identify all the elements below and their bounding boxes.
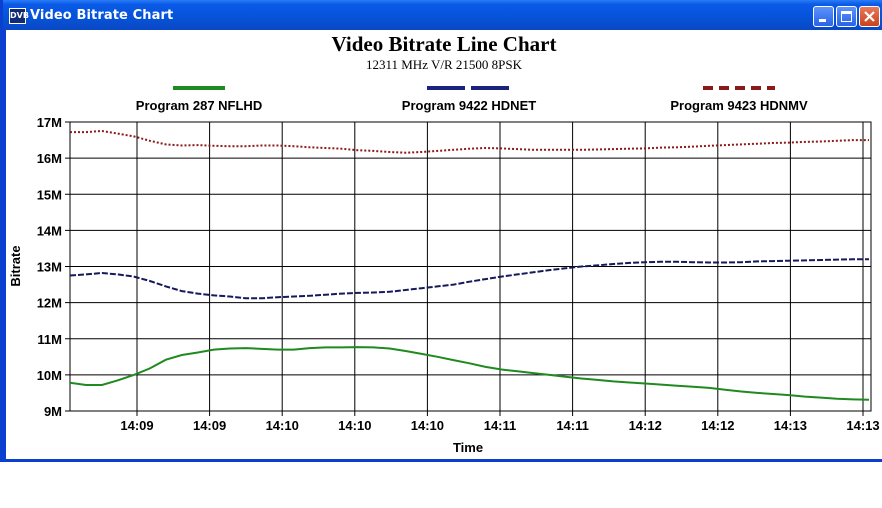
series-line-2 <box>69 258 869 300</box>
y-tick-label: 11M <box>37 332 62 347</box>
y-tick-label: 14M <box>37 223 62 238</box>
x-tick-label: 14:13 <box>846 418 879 433</box>
minimize-icon <box>819 19 826 22</box>
series-line-3 <box>70 129 869 154</box>
chart-window: DVB Video Bitrate Chart Video Bitrate Li… <box>0 0 882 462</box>
y-tick-label: 10M <box>37 368 62 383</box>
legend-label-2: Program 9422 HDNET <box>402 98 536 113</box>
y-axis-label: Bitrate <box>8 245 23 286</box>
x-tick-label: 14:09 <box>120 418 153 433</box>
chart-area: Video Bitrate Line Chart 12311 MHz V/R 2… <box>6 30 882 459</box>
grid-lines <box>70 122 871 411</box>
y-tick-label: 9M <box>44 404 62 419</box>
x-tick-label: 14:11 <box>556 418 589 433</box>
close-button[interactable] <box>859 6 880 27</box>
x-tick-label: 14:13 <box>774 418 807 433</box>
x-tick-label: 14:11 <box>484 418 517 433</box>
y-tick-label: 17M <box>37 115 62 130</box>
x-tick-label: 14:12 <box>701 418 734 433</box>
y-tick-label: 16M <box>37 151 62 166</box>
chart-title: Video Bitrate Line Chart <box>332 32 557 56</box>
legend-label-3: Program 9423 HDNMV <box>670 98 808 113</box>
dvb-app-icon: DVB <box>9 8 29 24</box>
x-axis-label: Time <box>453 440 483 455</box>
y-tick-label: 15M <box>37 187 62 202</box>
x-axis-ticks: 14:09 14:09 14:10 14:10 14:10 14:11 14:11 14:12… <box>120 411 880 433</box>
chart-subtitle: 12311 MHz V/R 21500 8PSK <box>366 57 523 72</box>
title-bar[interactable]: DVB Video Bitrate Chart <box>3 0 882 30</box>
close-icon <box>864 11 875 22</box>
bitrate-chart: Video Bitrate Line Chart 12311 MHz V/R 2… <box>8 32 880 455</box>
maximize-icon <box>841 11 852 22</box>
series-line-1 <box>69 346 870 401</box>
y-tick-label: 12M <box>37 296 62 311</box>
chart-legend: Program 287 NFLHD Program 9422 HDNET Progr… <box>136 86 808 113</box>
x-tick-label: 14:10 <box>266 418 299 433</box>
series-lines <box>69 129 870 401</box>
y-axis-ticks: 9M 10M 11M 12M 13M 14M 15M 16M 17M <box>37 115 70 419</box>
x-tick-label: 14:10 <box>411 418 444 433</box>
maximize-button[interactable] <box>836 6 857 27</box>
x-tick-label: 14:10 <box>338 418 371 433</box>
y-tick-label: 13M <box>37 260 62 275</box>
x-tick-label: 14:12 <box>629 418 662 433</box>
window-title: Video Bitrate Chart <box>30 8 174 23</box>
legend-label-1: Program 287 NFLHD <box>136 98 262 113</box>
x-tick-label: 14:09 <box>193 418 226 433</box>
minimize-button[interactable] <box>813 6 834 27</box>
